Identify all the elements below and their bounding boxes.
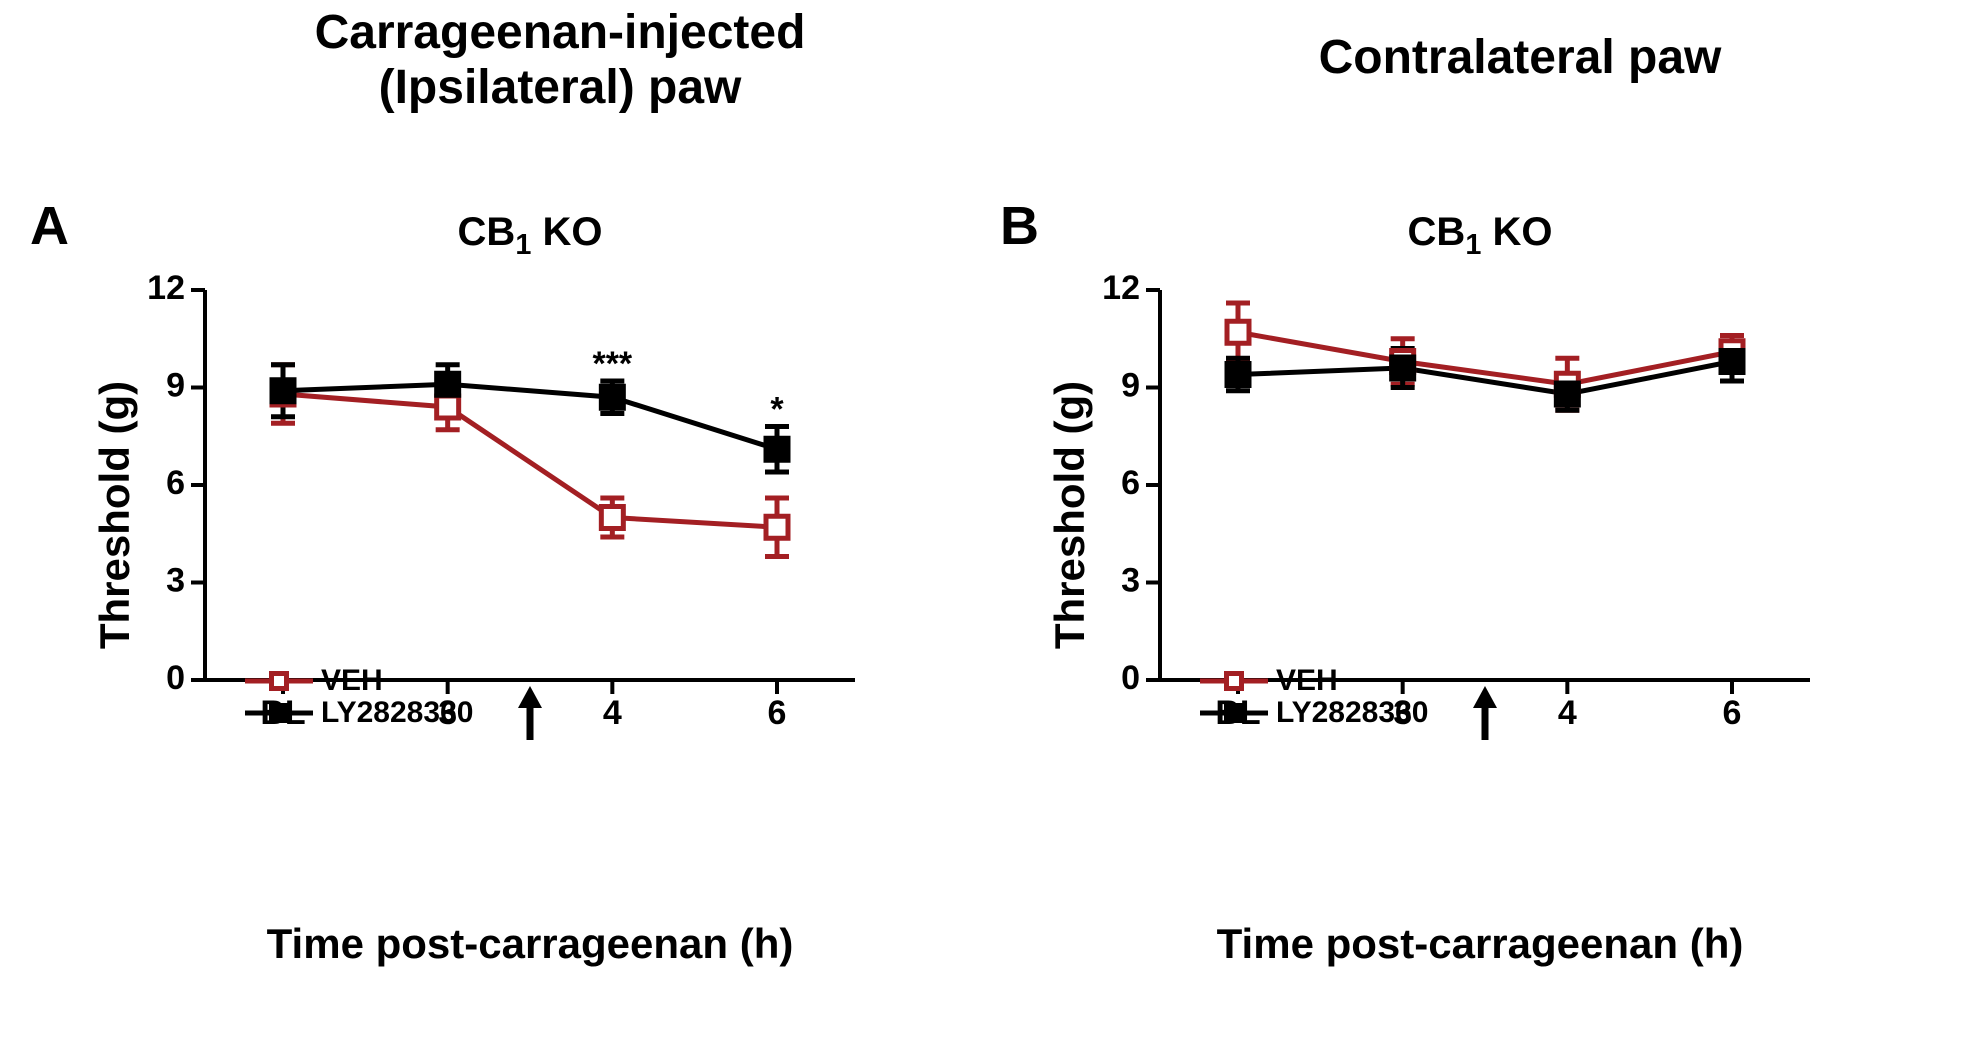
svg-text:9: 9 xyxy=(1121,366,1140,404)
legend-item-label: VEH xyxy=(321,664,383,698)
legend-item: VEH xyxy=(245,665,473,697)
legend-item-label: LY2828360 xyxy=(321,696,473,730)
svg-text:3: 3 xyxy=(166,561,185,599)
legend-item-label: LY2828360 xyxy=(1276,696,1428,730)
legend-item-label: VEH xyxy=(1276,664,1338,698)
svg-text:4: 4 xyxy=(603,694,622,732)
svg-text:4: 4 xyxy=(1558,694,1577,732)
svg-text:6: 6 xyxy=(166,464,185,502)
panel-a-ylabel: Threshold (g) xyxy=(91,381,139,649)
svg-text:***: *** xyxy=(592,345,632,383)
legend-item: VEH xyxy=(1200,665,1428,697)
svg-text:6: 6 xyxy=(768,694,787,732)
legend-item: LY2828360 xyxy=(245,697,473,729)
title-right: Contralateral paw xyxy=(1170,30,1870,85)
svg-text:9: 9 xyxy=(166,366,185,404)
svg-text:6: 6 xyxy=(1723,694,1742,732)
panel-a-label: A xyxy=(30,195,69,257)
svg-text:3: 3 xyxy=(1121,561,1140,599)
figure-canvas: Carrageenan-injected(Ipsilateral) paw Co… xyxy=(0,0,1976,1043)
legend-item: LY2828360 xyxy=(1200,697,1428,729)
panel-a-xlabel: Time post-carrageenan (h) xyxy=(130,920,930,968)
svg-text:12: 12 xyxy=(147,269,185,307)
panel-b-legend: VEHLY2828360 xyxy=(1200,665,1428,729)
svg-text:*: * xyxy=(770,391,784,429)
panel-b-ylabel: Threshold (g) xyxy=(1046,381,1094,649)
panel-b-label: B xyxy=(1000,195,1039,257)
panel-b-subtitle: CB1 KO xyxy=(1330,210,1630,262)
panel-b-xlabel: Time post-carrageenan (h) xyxy=(1080,920,1880,968)
title-left: Carrageenan-injected(Ipsilateral) paw xyxy=(170,5,950,115)
svg-text:0: 0 xyxy=(166,659,185,697)
panel-a-subtitle: CB1 KO xyxy=(380,210,680,262)
svg-text:0: 0 xyxy=(1121,659,1140,697)
svg-text:6: 6 xyxy=(1121,464,1140,502)
panel-a-legend: VEHLY2828360 xyxy=(245,665,473,729)
svg-text:12: 12 xyxy=(1102,269,1140,307)
